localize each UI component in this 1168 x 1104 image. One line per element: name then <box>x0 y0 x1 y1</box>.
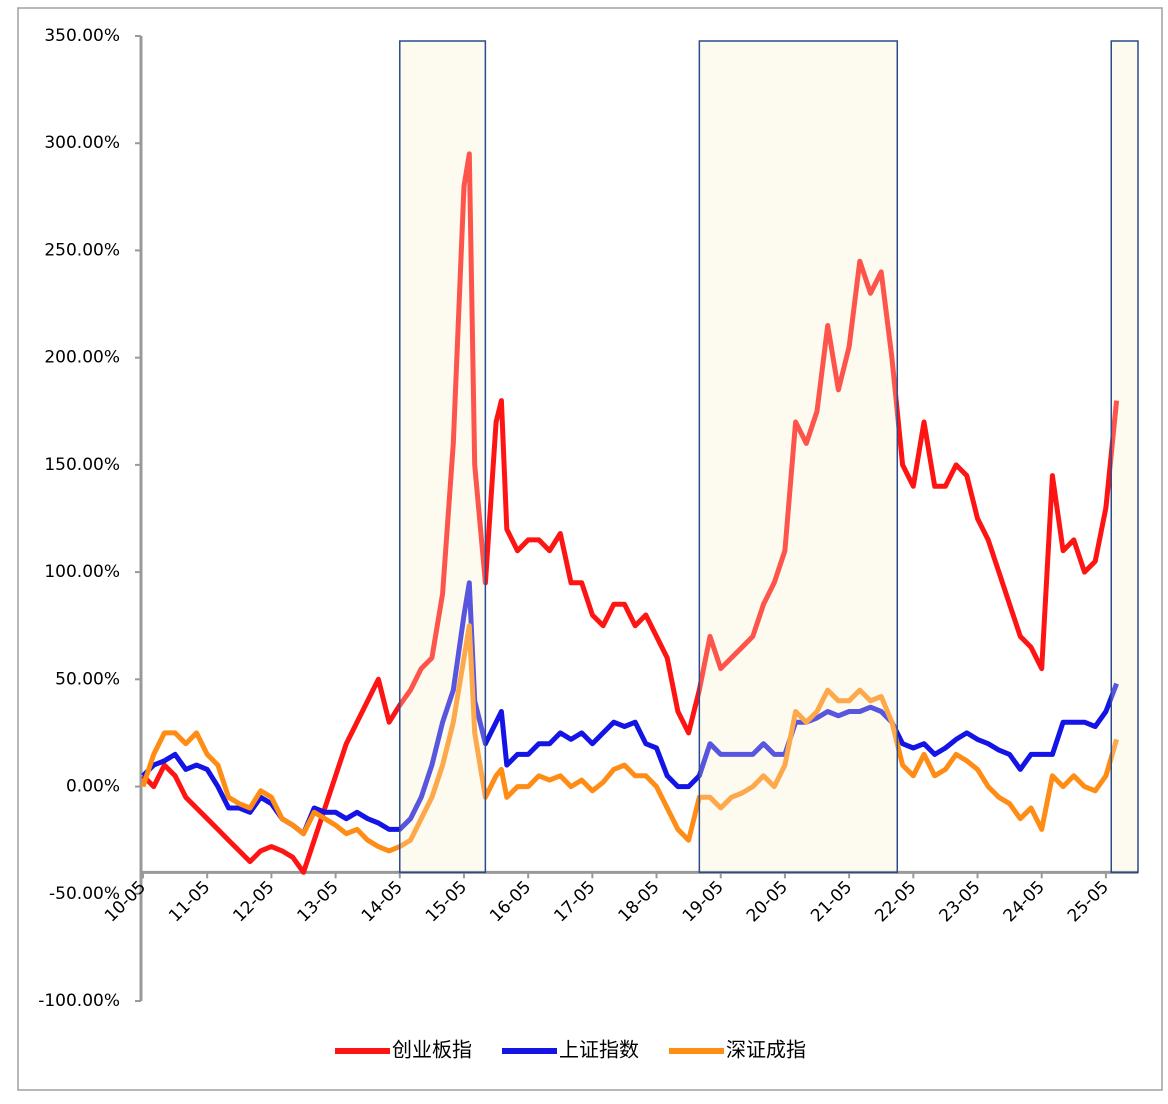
x-tick-label: 11-05 <box>165 877 214 926</box>
x-tick-label: 13-05 <box>294 877 343 926</box>
x-tick-label: 21-05 <box>807 877 856 926</box>
y-tick-label: -100.00% <box>38 991 120 1011</box>
x-tick-label: 14-05 <box>358 877 407 926</box>
x-tick-label: 22-05 <box>871 877 920 926</box>
x-tick-label: 19-05 <box>679 877 728 926</box>
y-tick-label: -50.00% <box>49 884 120 904</box>
x-tick-label: 20-05 <box>743 877 792 926</box>
x-tick-label: 18-05 <box>615 877 664 926</box>
x-tick-label: 16-05 <box>486 877 535 926</box>
highlight-box <box>399 40 487 874</box>
y-tick-label: 150.00% <box>44 455 120 475</box>
legend-label: 上证指数 <box>559 1038 639 1062</box>
legend-label: 深证成指 <box>726 1038 806 1062</box>
x-tick-label: 15-05 <box>422 877 471 926</box>
highlight-box <box>698 40 899 874</box>
y-tick-label: 300.00% <box>44 133 120 153</box>
x-tick-label: 17-05 <box>550 877 599 926</box>
y-tick-label: 0.00% <box>66 777 120 797</box>
x-tick-label: 12-05 <box>229 877 278 926</box>
y-tick-label: 200.00% <box>44 348 120 368</box>
x-tick-label: 24-05 <box>1000 877 1049 926</box>
highlight-box <box>1110 40 1139 874</box>
y-tick-label: 50.00% <box>55 669 120 689</box>
y-tick-label: 350.00% <box>44 26 120 46</box>
chart-border <box>17 7 1163 1091</box>
legend-label: 创业板指 <box>392 1038 472 1062</box>
x-tick-label: 25-05 <box>1064 877 1113 926</box>
y-tick-label: 250.00% <box>44 240 120 260</box>
x-tick-label: 23-05 <box>936 877 985 926</box>
line-series <box>141 151 1120 875</box>
y-tick-label: 100.00% <box>44 562 120 582</box>
line-series <box>140 623 1119 854</box>
